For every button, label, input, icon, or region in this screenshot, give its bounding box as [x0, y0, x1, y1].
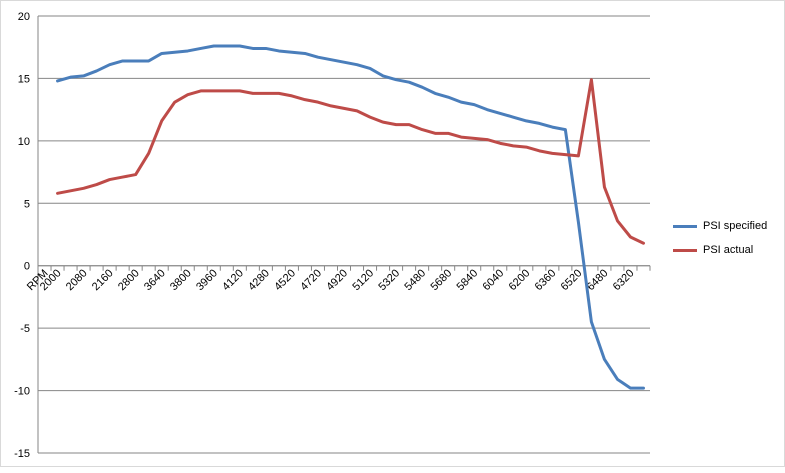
x-tick-label: 5840	[455, 267, 481, 293]
x-tick-label: 3640	[142, 267, 168, 293]
gridlines	[37, 15, 651, 454]
legend-item-psi-actual: PSI actual	[673, 238, 767, 262]
x-tick-label: 3960	[194, 267, 220, 293]
legend-item-psi-specified: PSI specified	[673, 214, 767, 238]
y-tick-label: -15	[14, 448, 30, 460]
series-line-psi-specified	[56, 44, 645, 390]
y-tick-label: 20	[18, 11, 30, 23]
x-tick-label: 6200	[507, 267, 533, 293]
series-lines	[56, 44, 645, 390]
x-tick-label: 4280	[246, 267, 272, 293]
x-tick-label: 4120	[220, 267, 246, 293]
y-tick-label: -5	[20, 323, 30, 335]
y-tick-label: 15	[18, 73, 30, 85]
x-tick-label: 4520	[272, 267, 298, 293]
x-tick-label: 5480	[402, 267, 428, 293]
x-tick-label: 3800	[168, 267, 194, 293]
x-tick-label: 4720	[298, 267, 324, 293]
x-tick-label: 2800	[116, 267, 142, 293]
y-tick-label: 5	[24, 198, 30, 210]
x-tick-label: 6040	[481, 267, 507, 293]
y-axis-ticks: -15 -10 -5 0 5 10 15 20	[14, 11, 30, 460]
x-tick-label: 2080	[64, 267, 90, 293]
y-tick-label: 0	[24, 261, 30, 273]
y-tick-label: 10	[18, 136, 30, 148]
x-tick-label: 5320	[376, 267, 402, 293]
series-line-psi-actual	[56, 78, 645, 245]
legend-swatch-psi-specified	[673, 224, 697, 228]
x-tick-label: 5120	[350, 267, 376, 293]
legend-label-psi-specified: PSI specified	[703, 220, 768, 232]
x-tick-label: 6360	[533, 267, 559, 293]
x-tick-label: 4920	[324, 267, 350, 293]
x-tick-label: 2160	[90, 267, 116, 293]
y-tick-label: -10	[14, 386, 30, 398]
legend: PSI specified PSI actual	[673, 214, 767, 262]
x-tick-label: 5680	[428, 267, 454, 293]
x-tick-label: 6320	[611, 267, 637, 293]
legend-swatch-psi-actual	[673, 248, 697, 252]
x-tick-label: 6520	[559, 267, 585, 293]
legend-label-psi-actual: PSI actual	[703, 244, 754, 256]
